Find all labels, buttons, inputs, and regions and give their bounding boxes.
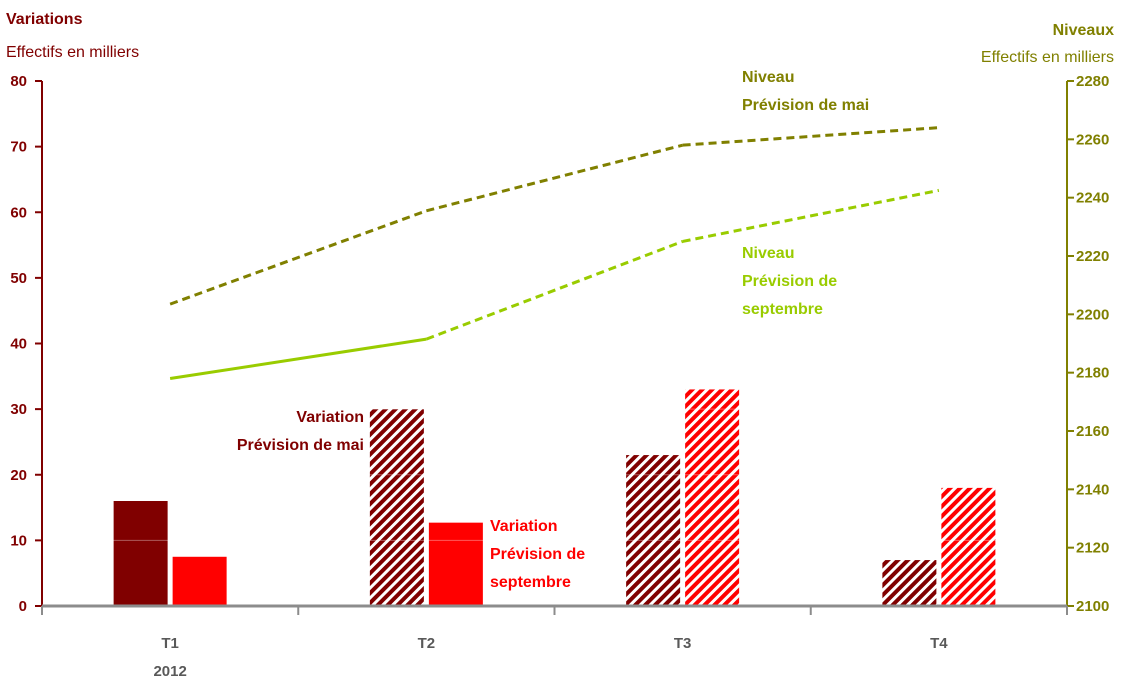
annotations: Niveau Prévision de mai Niveau Prévision de… [237,69,869,591]
right-tick-label: 2120 [1076,540,1109,557]
right-tick-label: 2240 [1076,190,1109,207]
right-axis-ticks: 2100 2120 2140 2160 2180 2200 2220 2240 2260 2280 [1067,73,1109,615]
annotation-bar-sept: septembre [490,574,571,591]
annotation-line-mai: Niveau [742,69,794,86]
line-niveau_sept-segment [425,240,684,341]
level-lines [169,126,940,380]
right-tick-label: 2220 [1076,248,1109,265]
annotation-bar-sept: Prévision de [490,546,585,563]
x-year-label: 2012 [153,663,186,679]
left-tick-label: 10 [10,532,27,549]
left-tick-label: 40 [10,336,27,353]
line-niveau_mai-segment [682,126,939,147]
right-tick-label: 2180 [1076,365,1109,382]
bar-mai-T2 [369,409,424,606]
x-tick-label: T1 [161,635,179,652]
left-tick-label: 20 [10,467,27,484]
bar-mai-T4 [882,560,937,606]
annotation-bar-mai: Prévision de mai [237,437,364,454]
left-tick-label: 0 [19,598,27,615]
annotation-line-sept: Prévision de [742,273,837,290]
bar-mai-T1 [113,501,168,606]
left-tick-label: 30 [10,401,27,418]
right-axis-title: Niveaux [1053,22,1114,39]
bar-sept-T3 [685,389,740,606]
bar-sept-T4 [941,487,996,606]
annotation-line-sept: septembre [742,301,823,318]
x-tick-label: T2 [418,635,436,652]
x-tick-label: T3 [674,635,692,652]
left-axis-subtitle: Effectifs en milliers [6,44,139,61]
bar-sept-T1 [172,556,227,606]
right-tick-label: 2280 [1076,73,1109,90]
left-tick-label: 80 [10,73,27,90]
right-tick-label: 2160 [1076,423,1109,440]
left-axis-ticks: 0 10 20 30 40 50 60 70 80 [10,73,42,615]
left-tick-label: 70 [10,139,27,156]
bar-mai-T3 [626,455,681,606]
x-tick-label: T4 [930,635,948,652]
right-axis-subtitle: Effectifs en milliers [981,49,1114,66]
right-tick-label: 2140 [1076,481,1109,498]
gridlines [42,80,1067,541]
annotation-bar-mai: Variation [296,409,364,426]
left-tick-label: 50 [10,270,27,287]
bars [42,389,1067,606]
x-axis-ticks: T1 T2 T3 T4 2012 [41,606,1068,679]
left-tick-label: 60 [10,204,27,221]
line-niveau_mai-segment [169,209,427,306]
line-niveau_sept-segment [169,337,427,380]
line-niveau_sept-segment [682,188,940,243]
annotation-line-mai: Prévision de mai [742,97,869,114]
annotation-line-sept: Niveau [742,245,794,262]
annotation-bar-sept: Variation [490,518,558,535]
bar-sept-T2 [428,522,483,606]
right-tick-label: 2260 [1076,131,1109,148]
line-niveau_mai-segment [426,143,683,213]
right-tick-label: 2200 [1076,306,1109,323]
left-axis-title: Variations [6,11,83,28]
right-tick-label: 2100 [1076,598,1109,615]
